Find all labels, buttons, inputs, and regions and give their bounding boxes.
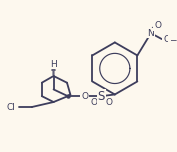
Text: H: H xyxy=(50,60,57,69)
Text: O: O xyxy=(105,98,112,107)
Text: O: O xyxy=(163,35,170,44)
Text: O: O xyxy=(90,98,97,107)
Text: +: + xyxy=(155,25,160,30)
Text: Cl: Cl xyxy=(6,103,15,112)
Text: −: − xyxy=(169,35,176,44)
Text: N: N xyxy=(148,29,154,38)
Text: O: O xyxy=(81,92,88,101)
Text: O: O xyxy=(154,21,161,30)
Text: S: S xyxy=(98,90,105,103)
